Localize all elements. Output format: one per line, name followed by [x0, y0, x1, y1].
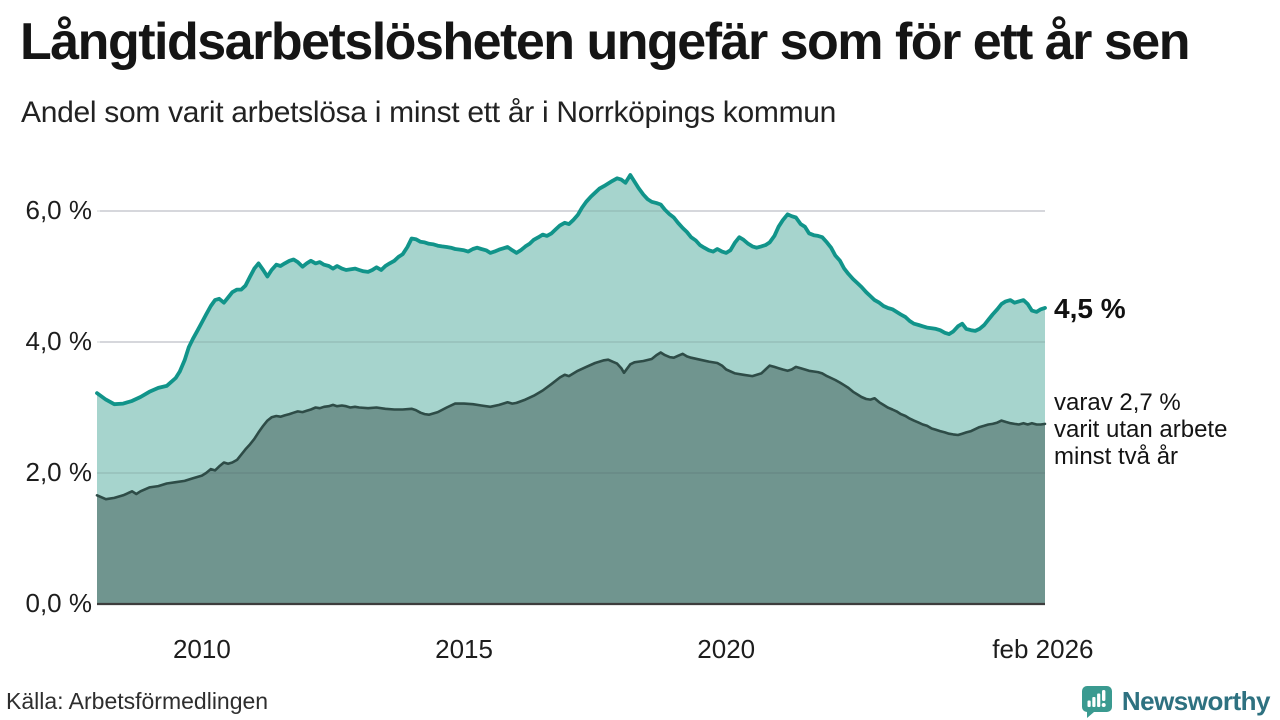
line-min-two-years [95, 351, 1047, 501]
y-axis-tick-label: 4,0 % [25, 326, 93, 356]
y-axis-tick-label: 6,0 % [25, 195, 93, 225]
inner-series-annotation: varav 2,7 % varit utan arbete minst två … [1054, 389, 1227, 470]
source-credit: Källa: Arbetsförmedlingen [6, 688, 269, 714]
brand-name: Newsworthy [1121, 685, 1271, 716]
y-axis-tick-label: 0,0 % [25, 588, 93, 618]
page-title: Långtidsarbetslösheten ungefär som för e… [20, 13, 1190, 71]
newsworthy-brand: Newsworthy [1080, 684, 1271, 718]
y-axis-tick-label: 2,0 % [25, 457, 93, 487]
series-end-value-label: 4,5 % [1054, 293, 1126, 324]
line-min-one-year [95, 173, 1047, 407]
x-axis-tick-label: 2010 [172, 634, 231, 664]
x-axis-tick-label: 2015 [435, 634, 493, 664]
x-axis-tick-label: feb 2026 [992, 634, 1094, 664]
annotation-line-2: varit utan arbete [1054, 416, 1228, 443]
annotation-line-3: minst två år [1054, 443, 1179, 470]
annotation-line-1: varav 2,7 % [1054, 389, 1181, 416]
x-axis-tick-label: 2020 [697, 634, 756, 664]
area-min-two-years [97, 352, 1045, 604]
newsworthy-logo-icon [1081, 686, 1112, 718]
page-subtitle: Andel som varit arbetslösa i minst ett å… [21, 96, 837, 129]
